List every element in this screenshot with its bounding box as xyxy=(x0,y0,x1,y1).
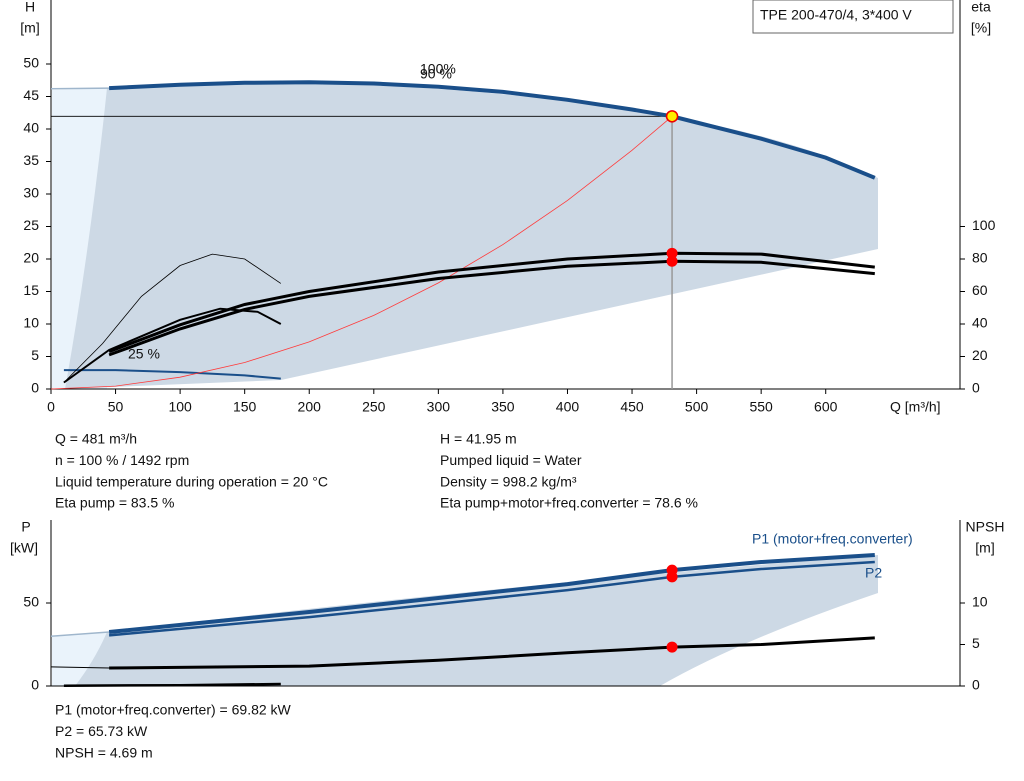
y-axis-label: P xyxy=(21,519,30,535)
curve xyxy=(63,682,281,687)
info-text: H = 41.95 m xyxy=(440,431,517,447)
x-tick-label: 50 xyxy=(108,399,124,415)
y2-axis-label: eta xyxy=(971,0,991,15)
operating-range xyxy=(75,555,878,686)
curve xyxy=(50,631,110,637)
x-axis-label: Q [m³/h] xyxy=(890,399,941,415)
info-text: n = 100 % / 1492 rpm xyxy=(55,452,189,468)
x-tick-label: 500 xyxy=(685,399,709,415)
y2-tick-label: 10 xyxy=(972,594,988,610)
x-tick-label: 350 xyxy=(491,399,515,415)
curve xyxy=(50,87,110,90)
x-tick-label: 150 xyxy=(233,399,257,415)
curve xyxy=(109,80,876,180)
x-tick-label: 250 xyxy=(362,399,386,415)
info-text: Q = 481 m³/h xyxy=(55,431,137,447)
y-axis-unit: [m] xyxy=(20,20,39,36)
y-axis-unit: [kW] xyxy=(10,540,38,556)
curve xyxy=(63,307,282,384)
legend-label: P1 (motor+freq.converter) xyxy=(752,531,913,547)
y-tick-label: 20 xyxy=(23,250,39,266)
info-text: Pumped liquid = Water xyxy=(440,452,582,468)
curve xyxy=(108,553,875,634)
x-tick-label: 300 xyxy=(427,399,451,415)
y-tick-label: 15 xyxy=(23,282,39,298)
y-tick-label: 25 xyxy=(23,217,39,233)
y2-tick-label: 0 xyxy=(972,677,980,693)
operating-point xyxy=(666,641,678,653)
y-tick-label: 10 xyxy=(23,315,39,331)
curve xyxy=(108,259,875,357)
x-tick-label: 550 xyxy=(749,399,773,415)
title-box xyxy=(752,0,954,34)
operating-point xyxy=(666,255,678,267)
info-text: Density = 998.2 kg/m³ xyxy=(440,473,577,489)
y-tick-label: 35 xyxy=(23,152,39,168)
annotation: 100% xyxy=(420,61,456,77)
y2-tick-label: 0 xyxy=(972,380,980,396)
operating-point xyxy=(666,571,678,583)
info-text: P1 (motor+freq.converter) = 69.82 kW xyxy=(55,702,292,718)
y2-tick-label: 20 xyxy=(972,347,988,363)
y2-tick-label: 60 xyxy=(972,282,988,298)
annotation: 90 % xyxy=(420,66,452,82)
x-tick-label: 200 xyxy=(298,399,322,415)
info-text: Liquid temperature during operation = 20… xyxy=(55,473,328,489)
annotation: 25 % xyxy=(128,346,160,362)
y2-tick-label: 80 xyxy=(972,250,988,266)
info-text: Eta pump = 83.5 % xyxy=(55,495,174,511)
y-tick-label: 0 xyxy=(31,380,39,396)
curve xyxy=(50,666,110,669)
y-tick-label: 50 xyxy=(23,594,39,610)
curve xyxy=(108,251,875,354)
x-tick-label: 100 xyxy=(168,399,192,415)
y2-axis-unit: [m] xyxy=(975,540,994,556)
y2-axis-unit: [%] xyxy=(971,20,991,36)
curve xyxy=(50,115,673,390)
y2-tick-label: 40 xyxy=(972,315,988,331)
chart-title: TPE 200-470/4, 3*400 V xyxy=(760,7,912,23)
operating-range xyxy=(65,83,878,389)
info-text: Eta pump+motor+freq.converter = 78.6 % xyxy=(440,495,698,511)
y2-tick-label: 100 xyxy=(972,217,996,233)
curve xyxy=(109,636,875,670)
y2-tick-label: 5 xyxy=(972,635,980,651)
y-tick-label: 5 xyxy=(31,347,39,363)
y-axis-label: H xyxy=(25,0,35,15)
operating-point xyxy=(666,247,678,259)
x-tick-label: 450 xyxy=(620,399,644,415)
x-tick-label: 600 xyxy=(814,399,838,415)
y-tick-label: 50 xyxy=(23,55,39,71)
y-tick-label: 45 xyxy=(23,87,39,103)
x-tick-label: 0 xyxy=(47,399,55,415)
operating-point xyxy=(665,110,679,123)
y-tick-label: 30 xyxy=(23,185,39,201)
y-tick-label: 40 xyxy=(23,120,39,136)
curve xyxy=(63,369,281,380)
curve xyxy=(108,560,875,637)
y-tick-label: 0 xyxy=(31,677,39,693)
info-text: NPSH = 4.69 m xyxy=(55,744,153,760)
y2-axis-label: NPSH xyxy=(966,519,1005,535)
x-tick-label: 400 xyxy=(556,399,580,415)
curve xyxy=(63,253,282,383)
info-text: P2 = 65.73 kW xyxy=(55,723,148,739)
legend-label: P2 xyxy=(865,565,882,581)
